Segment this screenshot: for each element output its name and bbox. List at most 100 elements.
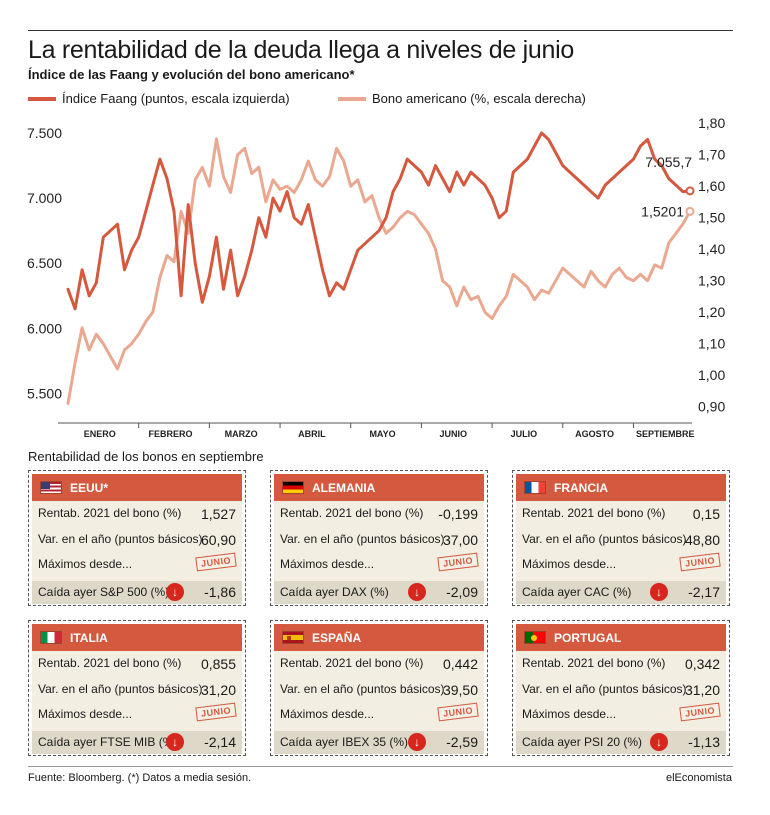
caida-label: Caída ayer FTSE MIB (%) bbox=[38, 735, 178, 749]
card-country: ALEMANIA bbox=[312, 480, 376, 495]
var-value: 60,90 bbox=[200, 532, 236, 548]
card-header: ITALIA bbox=[32, 624, 242, 651]
spain-flag-icon bbox=[282, 631, 304, 644]
card-body: Rentab. 2021 del bono (%) 0,15 Var. en e… bbox=[516, 501, 726, 604]
max-label: Máximos desde... bbox=[522, 707, 617, 721]
rentab-value: 1,527 bbox=[200, 506, 236, 522]
max-label: Máximos desde... bbox=[280, 557, 375, 571]
rentab-value: -0,199 bbox=[438, 506, 478, 522]
right-tick-label: 1,30 bbox=[698, 273, 725, 289]
caida-label: Caída ayer S&P 500 (%) bbox=[38, 585, 170, 599]
bond-card: ALEMANIA Rentab. 2021 del bono (%) -0,19… bbox=[270, 470, 488, 606]
rentab-value: 0,15 bbox=[692, 506, 720, 522]
legend-faang-label: Índice Faang (puntos, escala izquierda) bbox=[62, 91, 290, 106]
left-tick-label: 7.000 bbox=[27, 190, 62, 206]
legend-bond: Bono americano (%, escala derecha) bbox=[338, 91, 586, 106]
max-label: Máximos desde... bbox=[38, 707, 133, 721]
bond-card: EEUU* Rentab. 2021 del bono (%) 1,527 Va… bbox=[28, 470, 246, 606]
caida-label: Caída ayer IBEX 35 (%) bbox=[280, 735, 409, 749]
var-value: 37,00 bbox=[442, 532, 478, 548]
card-country: FRANCIA bbox=[554, 480, 608, 495]
card-body: Rentab. 2021 del bono (%) 1,527 Var. en … bbox=[32, 501, 242, 604]
right-tick-label: 1,60 bbox=[698, 178, 725, 194]
bond-card: PORTUGAL Rentab. 2021 del bono (%) 0,342… bbox=[512, 620, 730, 756]
junio-stamp: JUNIO bbox=[437, 552, 479, 572]
card-body: Rentab. 2021 del bono (%) 0,442 Var. en … bbox=[274, 651, 484, 754]
card-country: ESPAÑA bbox=[312, 630, 362, 645]
var-label: Var. en el año (puntos básicos) bbox=[522, 532, 687, 546]
down-arrow-icon: ↓ bbox=[408, 733, 426, 751]
bond-card-inner: PORTUGAL Rentab. 2021 del bono (%) 0,342… bbox=[516, 624, 726, 754]
card-body: Rentab. 2021 del bono (%) -0,199 Var. en… bbox=[274, 501, 484, 604]
top-rule bbox=[28, 30, 733, 31]
right-tick-label: 1,40 bbox=[698, 241, 725, 257]
month-label: SEPTIEMBRE bbox=[636, 429, 695, 439]
right-tick-label: 1,50 bbox=[698, 210, 725, 226]
rentab-label: Rentab. 2021 del bono (%) bbox=[38, 656, 182, 670]
caida-label: Caída ayer CAC (%) bbox=[522, 585, 632, 599]
month-label: MAYO bbox=[369, 429, 395, 439]
card-body: Rentab. 2021 del bono (%) 0,342 Var. en … bbox=[516, 651, 726, 754]
chart-subtitle: Índice de las Faang y evolución del bono… bbox=[28, 67, 355, 82]
junio-stamp: JUNIO bbox=[437, 702, 479, 722]
row-caida: Caída ayer FTSE MIB (%) ↓ -2,14 bbox=[32, 731, 242, 754]
row-caida: Caída ayer IBEX 35 (%) ↓ -2,59 bbox=[274, 731, 484, 754]
left-tick-label: 5.500 bbox=[27, 385, 62, 401]
down-arrow-icon: ↓ bbox=[408, 583, 426, 601]
bond-end-marker bbox=[685, 206, 695, 216]
down-arrow-icon: ↓ bbox=[166, 583, 184, 601]
rentab-label: Rentab. 2021 del bono (%) bbox=[280, 506, 424, 520]
max-label: Máximos desde... bbox=[522, 557, 617, 571]
right-tick-label: 1,20 bbox=[698, 304, 725, 320]
var-label: Var. en el año (puntos básicos) bbox=[522, 682, 687, 696]
france-flag-icon bbox=[524, 481, 546, 494]
card-header: PORTUGAL bbox=[516, 624, 726, 651]
row-caida: Caída ayer CAC (%) ↓ -2,17 bbox=[516, 581, 726, 604]
down-arrow-icon: ↓ bbox=[650, 583, 668, 601]
var-label: Var. en el año (puntos básicos) bbox=[38, 532, 203, 546]
month-label: AGOSTO bbox=[575, 429, 614, 439]
left-tick-label: 7.500 bbox=[27, 125, 62, 141]
rentab-value: 0,855 bbox=[200, 656, 236, 672]
var-value: 39,50 bbox=[442, 682, 478, 698]
caida-value: -2,59 bbox=[446, 734, 478, 750]
down-arrow-icon: ↓ bbox=[166, 733, 184, 751]
faang-end-marker bbox=[685, 186, 695, 196]
legend-bond-swatch bbox=[338, 96, 366, 101]
germany-flag-icon bbox=[282, 481, 304, 494]
var-value: 31,20 bbox=[200, 682, 236, 698]
caida-label: Caída ayer DAX (%) bbox=[280, 585, 389, 599]
card-header: FRANCIA bbox=[516, 474, 726, 501]
row-caida: Caída ayer S&P 500 (%) ↓ -1,86 bbox=[32, 581, 242, 604]
var-label: Var. en el año (puntos básicos) bbox=[280, 682, 445, 696]
line-chart: 5.500 6.000 6.500 7.000 7.500 0,90 1,00 1,10 1,2… bbox=[27, 115, 726, 439]
right-tick-label: 1,10 bbox=[698, 336, 725, 352]
rentab-label: Rentab. 2021 del bono (%) bbox=[280, 656, 424, 670]
page-title: La rentabilidad de la deuda llega a nive… bbox=[28, 36, 574, 64]
card-body: Rentab. 2021 del bono (%) 0,855 Var. en … bbox=[32, 651, 242, 754]
month-label: JULIO bbox=[511, 429, 538, 439]
down-arrow-icon: ↓ bbox=[650, 733, 668, 751]
left-tick-label: 6.000 bbox=[27, 320, 62, 336]
portugal-flag-icon bbox=[524, 631, 546, 644]
row-caida: Caída ayer DAX (%) ↓ -2,09 bbox=[274, 581, 484, 604]
card-header: ALEMANIA bbox=[274, 474, 484, 501]
month-label: FEBRERO bbox=[148, 429, 192, 439]
bond-card: ITALIA Rentab. 2021 del bono (%) 0,855 V… bbox=[28, 620, 246, 756]
row-caida: Caída ayer PSI 20 (%) ↓ -1,13 bbox=[516, 731, 726, 754]
var-value: 31,20 bbox=[684, 682, 720, 698]
junio-stamp: JUNIO bbox=[195, 552, 237, 572]
bond-card-inner: EEUU* Rentab. 2021 del bono (%) 1,527 Va… bbox=[32, 474, 242, 604]
faang-end-label: 7.055,7 bbox=[645, 154, 692, 170]
source-note: Fuente: Bloomberg. (*) Datos a media ses… bbox=[28, 772, 252, 784]
bond-card-inner: ALEMANIA Rentab. 2021 del bono (%) -0,19… bbox=[274, 474, 484, 604]
bond-card: ESPAÑA Rentab. 2021 del bono (%) 0,442 V… bbox=[270, 620, 488, 756]
bottom-rule bbox=[28, 766, 733, 767]
var-label: Var. en el año (puntos básicos) bbox=[280, 532, 445, 546]
right-tick-label: 1,70 bbox=[698, 147, 725, 163]
right-tick-label: 1,80 bbox=[698, 115, 725, 131]
bond-card-inner: ESPAÑA Rentab. 2021 del bono (%) 0,442 V… bbox=[274, 624, 484, 754]
max-label: Máximos desde... bbox=[38, 557, 133, 571]
rentab-label: Rentab. 2021 del bono (%) bbox=[522, 656, 666, 670]
italy-flag-icon bbox=[40, 631, 62, 644]
